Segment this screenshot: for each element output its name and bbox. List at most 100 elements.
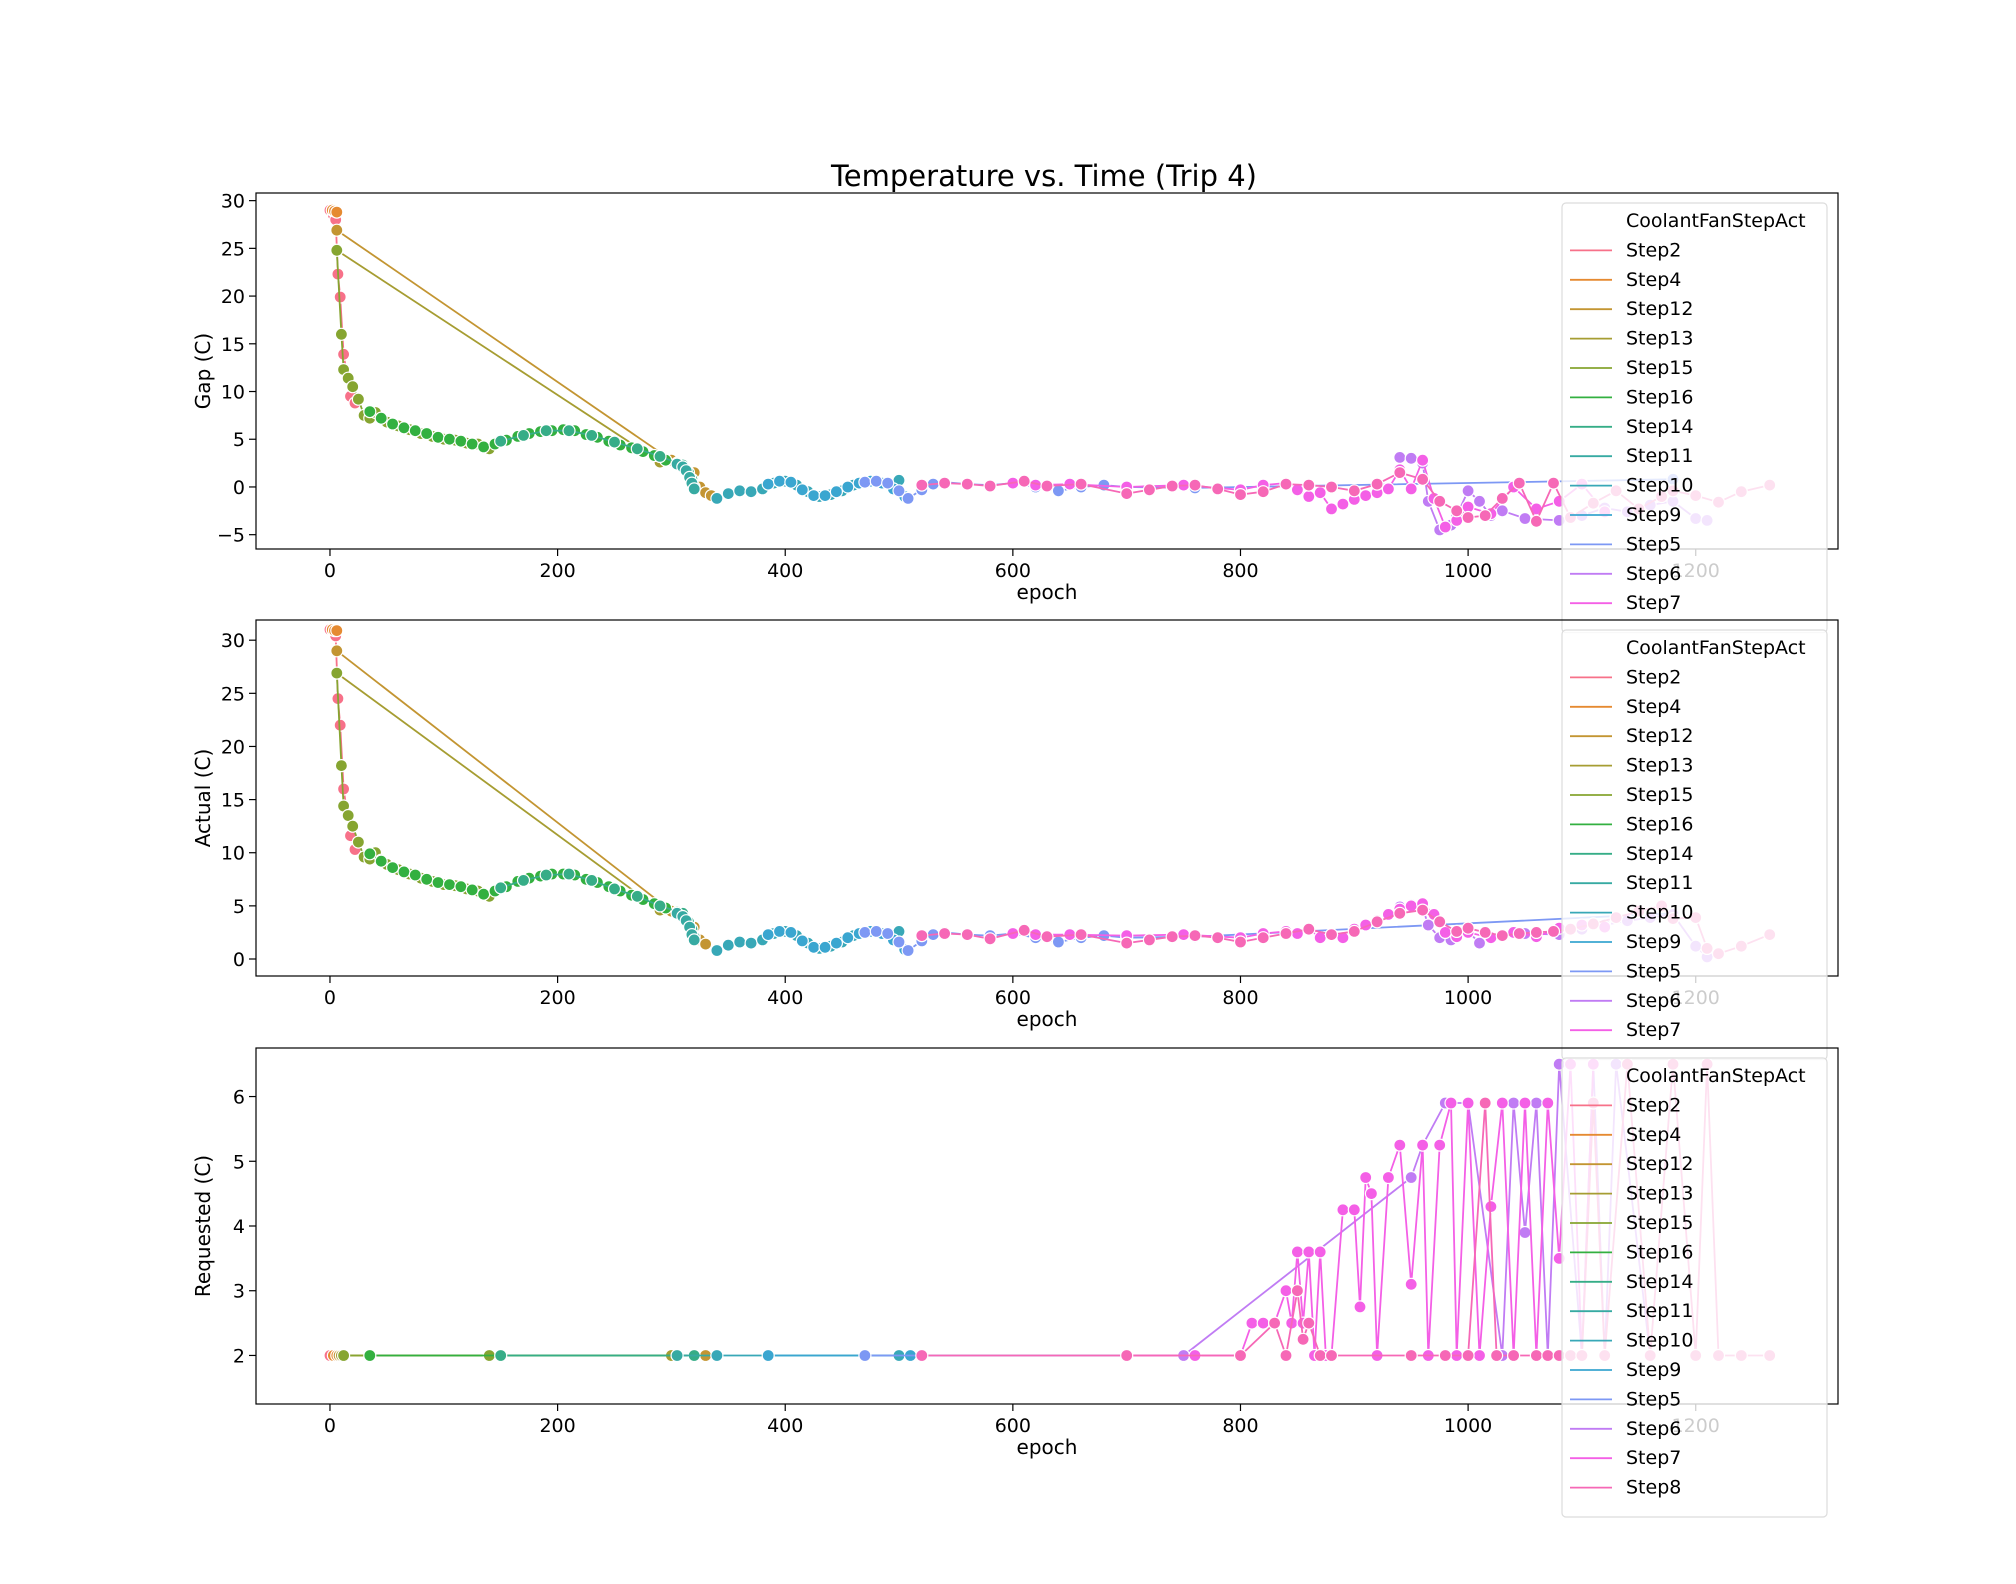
- x-tick-label: 0: [324, 560, 336, 582]
- y-tick-label: 0: [233, 477, 245, 499]
- panel-gap: 020040060080010001200−5051015202530epoch…: [191, 191, 1839, 634]
- data-point: [408, 424, 422, 438]
- data-point: [1290, 1245, 1305, 1259]
- data-point: [1142, 933, 1157, 947]
- data-point: [334, 758, 348, 773]
- data-point: [607, 882, 622, 896]
- data-point: [915, 478, 929, 492]
- y-tick-label: 25: [221, 683, 245, 705]
- data-point: [1302, 489, 1316, 504]
- data-point: [937, 926, 952, 941]
- data-point: [937, 476, 952, 490]
- legend-entry: Step6: [1626, 1418, 1681, 1440]
- data-point: [363, 1348, 377, 1363]
- data-point: [1478, 508, 1492, 523]
- data-point: [1529, 1096, 1544, 1110]
- legend-entry: Step12: [1626, 725, 1693, 747]
- data-point: [1302, 1245, 1316, 1259]
- legend-frame: [1561, 202, 1828, 634]
- data-point: [1165, 479, 1179, 493]
- y-tick-label: 0: [233, 949, 245, 971]
- data-point: [1017, 474, 1031, 488]
- x-tick-label: 600: [995, 987, 1031, 1009]
- x-tick-label: 200: [539, 1415, 575, 1437]
- series-step14: [494, 1348, 701, 1363]
- data-point: [841, 480, 855, 494]
- legend-entry: Step6: [1626, 990, 1681, 1012]
- x-tick-label: 200: [539, 560, 575, 582]
- y-axis-label: Gap (C): [191, 333, 215, 409]
- legend-entry: Step7: [1626, 1019, 1681, 1041]
- data-point: [1233, 1348, 1248, 1363]
- y-tick-label: 5: [233, 429, 245, 451]
- legend-entry: Step11: [1626, 1300, 1693, 1322]
- data-point: [1461, 1348, 1475, 1363]
- data-point: [363, 847, 377, 861]
- y-axis-label: Actual (C): [191, 749, 215, 848]
- legend-entry: Step5: [1626, 533, 1681, 555]
- data-point: [687, 933, 701, 947]
- legend-entry: Step14: [1626, 416, 1693, 438]
- chart-title: Temperature vs. Time (Trip 4): [830, 159, 1257, 193]
- data-point: [1381, 482, 1396, 496]
- data-point: [374, 854, 388, 868]
- y-tick-label: 15: [221, 334, 245, 356]
- legend-entry: Step16: [1626, 1241, 1693, 1263]
- data-point: [442, 877, 457, 892]
- data-point: [1313, 486, 1327, 500]
- data-point: [1120, 487, 1134, 501]
- data-point: [1512, 926, 1526, 941]
- legend-entry: Step5: [1626, 960, 1681, 982]
- legend-entry: Step12: [1626, 298, 1693, 320]
- data-point: [1433, 494, 1447, 508]
- data-point: [386, 860, 400, 875]
- x-tick-label: 800: [1222, 987, 1258, 1009]
- data-point: [1393, 450, 1407, 464]
- data-point: [1279, 1284, 1293, 1298]
- data-point: [1302, 478, 1316, 492]
- legend-entry: Step11: [1626, 445, 1693, 467]
- data-point: [818, 489, 832, 503]
- legend-entry: Step5: [1626, 1388, 1681, 1410]
- data-point: [841, 931, 855, 945]
- y-tick-label: 20: [221, 286, 245, 308]
- data-point: [539, 424, 553, 438]
- data-point: [1518, 1225, 1532, 1240]
- data-point: [1518, 1096, 1532, 1110]
- x-tick-label: 200: [539, 987, 575, 1009]
- y-tick-label: −5: [217, 525, 245, 547]
- legend-entry: Step4: [1626, 696, 1681, 718]
- data-point: [1302, 922, 1316, 936]
- data-point: [494, 881, 508, 895]
- data-point: [1381, 1170, 1396, 1185]
- legend-entry: Step7: [1626, 592, 1681, 614]
- data-point: [454, 880, 468, 894]
- data-point: [562, 867, 576, 881]
- data-point: [901, 491, 915, 505]
- data-point: [818, 940, 832, 954]
- data-point: [1296, 1332, 1310, 1346]
- data-point: [795, 483, 809, 497]
- x-tick-label: 0: [324, 987, 336, 1009]
- y-tick-label: 15: [221, 790, 245, 812]
- series-step4: [325, 622, 344, 638]
- data-point: [710, 1348, 724, 1363]
- data-point: [1489, 1348, 1504, 1363]
- data-point: [1347, 1203, 1361, 1217]
- data-point: [829, 485, 844, 499]
- data-point: [465, 883, 479, 897]
- data-point: [630, 442, 644, 456]
- y-tick-label: 30: [221, 630, 245, 652]
- data-point: [346, 380, 360, 394]
- data-point: [1438, 1348, 1452, 1363]
- data-point: [1256, 931, 1270, 945]
- data-point: [761, 1348, 775, 1363]
- data-point: [1347, 924, 1361, 939]
- data-point: [1233, 935, 1248, 949]
- data-point: [1336, 497, 1350, 511]
- data-point: [585, 873, 599, 888]
- data-point: [1120, 936, 1134, 950]
- legend-entry: Step13: [1626, 755, 1693, 777]
- data-point: [330, 223, 344, 237]
- data-point: [420, 872, 434, 886]
